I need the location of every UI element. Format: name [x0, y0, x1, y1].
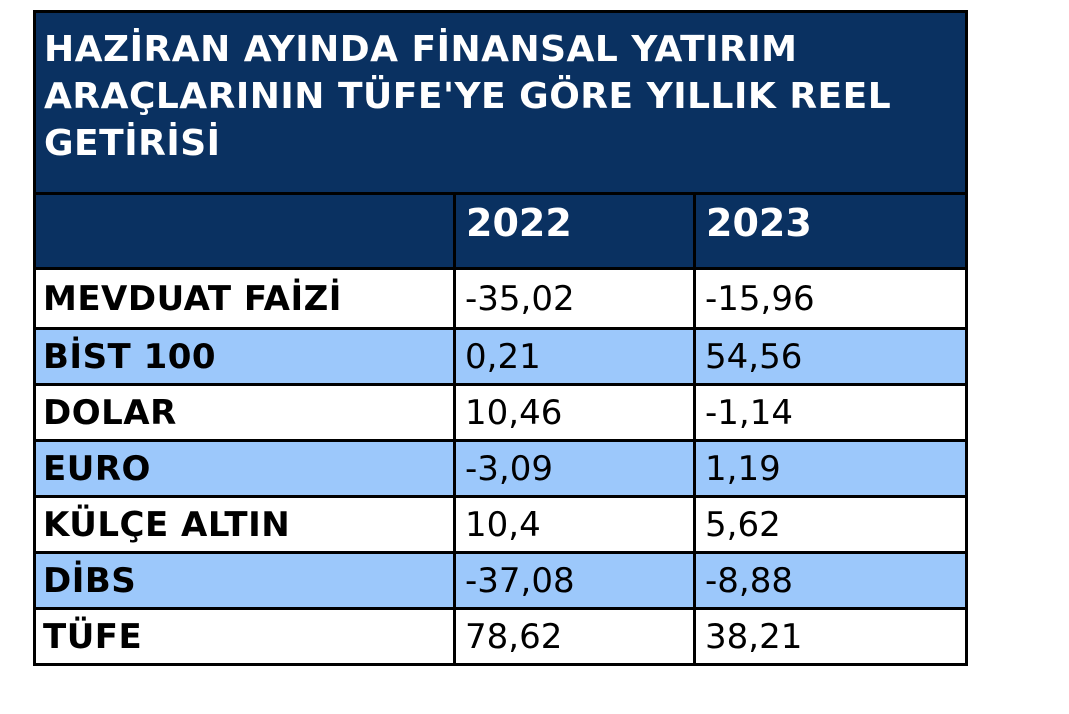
- value-2022: -35,02: [453, 267, 696, 330]
- value-2023: -15,96: [692, 267, 969, 330]
- table-row-dolar: DOLAR 10,46 -1,14: [33, 383, 969, 442]
- title-line-1: HAZİRAN AYINDA FİNANSAL YATIRIM: [44, 29, 798, 70]
- value-2022: 10,46: [453, 383, 696, 442]
- value-2023: 38,21: [692, 607, 969, 666]
- value-2023: 54,56: [692, 327, 969, 386]
- value-2022: 10,4: [453, 495, 696, 554]
- table-row-tufe: TÜFE 78,62 38,21: [33, 607, 969, 666]
- table-row-kulce-altin: KÜLÇE ALTIN 10,4 5,62: [33, 495, 969, 554]
- row-label: DİBS: [33, 551, 456, 610]
- table-title: HAZİRAN AYINDA FİNANSAL YATIRIM ARAÇLARI…: [32, 10, 969, 195]
- value-2023: -1,14: [692, 383, 969, 442]
- row-label: DOLAR: [33, 383, 456, 442]
- value-2022: -37,08: [453, 551, 696, 610]
- column-header-2022: 2022: [453, 192, 696, 270]
- row-label: TÜFE: [33, 607, 456, 666]
- value-2023: 5,62: [692, 495, 969, 554]
- value-2023: 1,19: [692, 439, 969, 498]
- row-label: EURO: [33, 439, 456, 498]
- column-header-row: 2022 2023: [33, 192, 969, 270]
- column-header-blank: [33, 192, 456, 270]
- title-line-2: ARAÇLARININ TÜFE'YE GÖRE YILLIK REEL: [44, 76, 892, 117]
- row-label: BİST 100: [33, 327, 456, 386]
- value-2023: -8,88: [692, 551, 969, 610]
- row-label: MEVDUAT FAİZİ: [33, 267, 456, 330]
- value-2022: 0,21: [453, 327, 696, 386]
- title-row: HAZİRAN AYINDA FİNANSAL YATIRIM ARAÇLARI…: [32, 10, 969, 195]
- value-2022: 78,62: [453, 607, 696, 666]
- title-line-3: GETİRİSİ: [44, 123, 221, 164]
- table-row-bist-100: BİST 100 0,21 54,56: [33, 327, 969, 386]
- column-header-2023: 2023: [692, 192, 969, 270]
- table-row-dibs: DİBS -37,08 -8,88: [33, 551, 969, 610]
- real-returns-table: HAZİRAN AYINDA FİNANSAL YATIRIM ARAÇLARI…: [32, 10, 969, 666]
- table-row-mevduat-faizi: MEVDUAT FAİZİ -35,02 -15,96: [33, 267, 969, 330]
- value-2022: -3,09: [453, 439, 696, 498]
- table-row-euro: EURO -3,09 1,19: [33, 439, 969, 498]
- row-label: KÜLÇE ALTIN: [33, 495, 456, 554]
